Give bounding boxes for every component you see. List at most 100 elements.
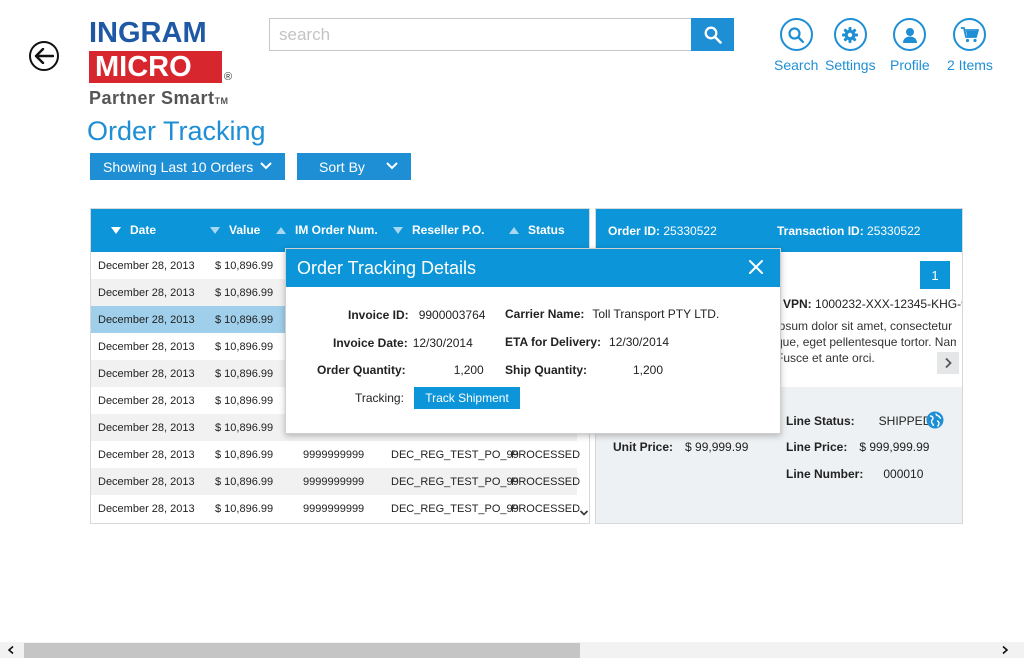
ship-quantity-label: Ship Quantity:	[505, 363, 587, 377]
order-quantity-label: Order Quantity:	[317, 363, 406, 377]
cell-order-num: 9999999999	[303, 503, 365, 515]
line-number-value: 000010	[883, 467, 924, 481]
column-header-status-label: Status	[528, 223, 565, 237]
column-header-order-num[interactable]: IM Order Num.	[276, 223, 378, 237]
showing-orders-dropdown[interactable]: Showing Last 10 Orders	[90, 153, 285, 180]
nav-cart[interactable]: 2 Items	[947, 18, 993, 73]
nav-search-circle	[779, 18, 813, 51]
nav-profile-circle	[893, 18, 927, 51]
line-status-value: SHIPPED	[878, 414, 932, 428]
column-header-order-num-label: IM Order Num.	[295, 223, 378, 237]
nav-settings-circle	[833, 18, 867, 51]
unit-price: Unit Price: $ 99,999.99	[613, 440, 748, 454]
scroll-right-icon[interactable]	[1000, 645, 1010, 655]
invoice-id-value: 9900003764	[418, 308, 486, 322]
globe-icon[interactable]	[926, 411, 944, 429]
cell-value: $ 10,896.99	[215, 476, 274, 488]
nav-cart-label: 2 Items	[947, 57, 993, 73]
table-row[interactable]: December 28, 2013 $ 10,896.99	[91, 333, 577, 360]
track-shipment-button[interactable]: Track Shipment	[414, 387, 520, 409]
search-button[interactable]	[691, 18, 734, 51]
cell-date: December 28, 2013	[98, 287, 195, 299]
transaction-id: Transaction ID: 25330522	[777, 224, 920, 238]
scroll-left-icon[interactable]	[6, 645, 16, 655]
cell-order-num: 9999999999	[303, 449, 365, 461]
cell-value: $ 10,896.99	[215, 395, 274, 407]
cell-value: $ 10,896.99	[215, 503, 274, 515]
column-header-date[interactable]: Date	[111, 223, 156, 237]
description-line: ipsum dolor sit amet, consectetur	[776, 319, 953, 333]
carrier-name-value: Toll Transport PTY LTD.	[592, 307, 720, 321]
line-number: Line Number: 000010	[786, 467, 923, 481]
cell-date: December 28, 2013	[98, 314, 195, 326]
table-row[interactable]: December 28, 2013 $ 10,896.99 9999999999…	[91, 468, 580, 495]
order-id-label: Order ID:	[608, 224, 661, 238]
sort-asc-icon	[509, 226, 519, 234]
eta-delivery: ETA for Delivery: 12/30/2014	[505, 335, 669, 349]
sort-asc-icon	[276, 226, 286, 234]
carrier-name: Carrier Name: Toll Transport PTY LTD.	[505, 307, 719, 321]
line-description: ipsum dolor sit amet, consectetur que, e…	[776, 318, 956, 366]
sort-desc-icon	[393, 226, 403, 234]
cell-date: December 28, 2013	[98, 395, 195, 407]
chevron-right-icon	[945, 357, 952, 369]
showing-orders-label: Showing Last 10 Orders	[103, 158, 254, 175]
line-price-value: $ 999,999.99	[859, 440, 930, 454]
ship-quantity: Ship Quantity: 1,200	[505, 363, 663, 377]
vpn: VPN: 1000232-XXX-12345-KHG-99	[783, 297, 962, 311]
cell-value: $ 10,896.99	[215, 260, 274, 272]
eta-delivery-label: ETA for Delivery:	[505, 335, 602, 349]
cell-value: $ 10,896.99	[215, 314, 274, 326]
tracking-label: Tracking:	[355, 391, 404, 405]
sort-by-dropdown[interactable]: Sort By	[297, 153, 411, 180]
cell-reseller-po: DEC_REG_TEST_PO_99	[391, 503, 519, 515]
table-row[interactable]: December 28, 2013 $ 10,896.99 9999999999…	[91, 441, 580, 468]
logo-text-ingram: INGRAM	[89, 17, 207, 49]
next-item-button[interactable]	[937, 352, 959, 374]
cell-value: $ 10,896.99	[215, 449, 274, 461]
cell-status: PROCESSED	[511, 503, 581, 515]
close-icon[interactable]	[747, 258, 765, 276]
nav-search[interactable]: Search	[774, 18, 818, 73]
logo-text-micro: MICRO	[95, 51, 192, 83]
search-icon	[788, 26, 805, 43]
line-price-label: Line Price:	[786, 440, 848, 454]
cell-date: December 28, 2013	[98, 422, 195, 434]
column-header-reseller-po-label: Reseller P.O.	[412, 223, 485, 237]
logo-tagline: Partner SmartTM	[89, 88, 229, 109]
nav-search-label: Search	[774, 57, 819, 73]
sort-desc-icon	[111, 226, 121, 234]
chevron-down-icon	[386, 162, 398, 170]
order-quantity-value: 1,200	[453, 363, 484, 377]
nav-profile[interactable]: Profile	[890, 18, 930, 73]
table-row[interactable]: December 28, 2013 $ 10,896.99 9999999999…	[91, 495, 581, 522]
logo-tagline-text: Partner Smart	[89, 88, 215, 108]
search-icon	[704, 26, 722, 44]
search-input[interactable]	[269, 18, 692, 51]
column-header-value[interactable]: Value	[210, 223, 260, 237]
column-header-value-label: Value	[229, 223, 261, 237]
scrollbar-thumb[interactable]	[24, 643, 580, 658]
column-header-status[interactable]: Status	[509, 223, 565, 237]
ship-quantity-value: 1,200	[633, 363, 664, 377]
transaction-id-value: 25330522	[867, 224, 921, 238]
line-status: Line Status: SHIPPED	[786, 414, 931, 428]
invoice-date: Invoice Date: 12/30/2014	[333, 336, 473, 350]
gear-icon	[842, 26, 859, 43]
order-quantity: Order Quantity: 1,200	[317, 363, 484, 377]
column-header-date-label: Date	[130, 223, 157, 237]
cell-date: December 28, 2013	[98, 476, 195, 488]
table-row[interactable]: December 28, 2013 $ 10,896.99	[91, 252, 577, 279]
nav-settings[interactable]: Settings	[825, 18, 876, 73]
back-button[interactable]	[29, 41, 59, 71]
order-id: Order ID: 25330522	[608, 224, 717, 238]
horizontal-scrollbar[interactable]	[0, 642, 1024, 658]
column-header-reseller-po[interactable]: Reseller P.O.	[393, 223, 485, 237]
cart-icon	[960, 26, 979, 42]
detail-header: Order ID: 25330522 Transaction ID: 25330…	[596, 209, 962, 252]
table-row[interactable]: December 28, 2013 $ 10,896.99	[91, 387, 577, 414]
nav-settings-label: Settings	[825, 57, 876, 73]
invoice-id: Invoice ID: 9900003764	[348, 308, 485, 322]
scroll-down-icon[interactable]	[579, 508, 589, 518]
line-page-badge[interactable]: 1	[920, 261, 950, 289]
